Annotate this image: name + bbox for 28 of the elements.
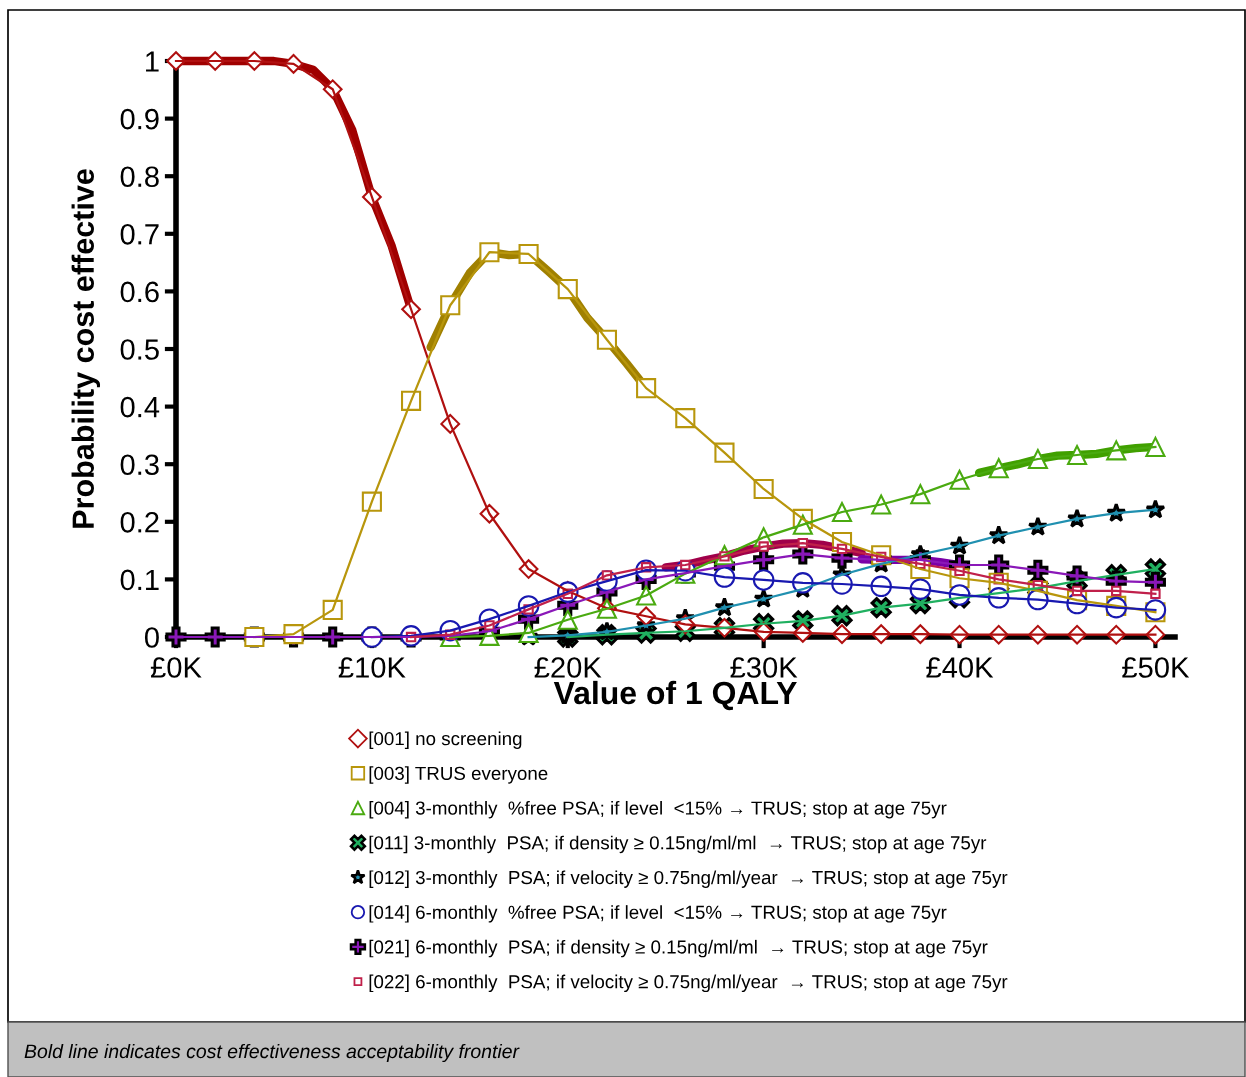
y-tick-label: 0.5 [120,339,159,360]
text: Bold line indicates cost effectiveness acceptability frontier [24,1043,520,1063]
y-tick-label: 0.3 [120,454,159,476]
x-tick-label: £50K [1122,657,1190,678]
y-tick-label: 1 [146,51,159,72]
x-axis-title: Value of 1 QALY [553,680,797,711]
x-tick-label: £20K [534,657,602,678]
y-axis-title: Probability cost effective [71,169,101,528]
x-tick-label: £30K [730,657,798,678]
y-tick-label: 0.9 [120,108,159,130]
y-tick-label: 0.8 [120,166,159,188]
y-tick-label: 0.6 [120,281,159,303]
x-tick-label: £0K [150,657,202,678]
legend-label: [011] 3-monthly PSA; if density ≥ 0.15ng/ml/ml → TRUS; stop at age 75yr [369,835,987,854]
y-tick-label: 0.4 [120,396,160,418]
y-tick-label: 0 [144,627,159,648]
legend-label: [003] TRUS everyone [369,766,548,784]
legend-label: [004] 3-monthly %free PSA; if level <15% → TRUS; stop at age 75yr [369,800,947,819]
y-tick-label: 0.1 [120,569,159,591]
legend-label: [022] 6-monthly PSA; if velocity ≥ 0.75ng/ml/year → TRUS; stop at age 75yr [369,974,1008,993]
y-tick-label: 0.2 [120,512,159,533]
y-tick-label: 0.7 [120,224,159,245]
legend-label: [021] 6-monthly PSA; if density ≥ 0.15ng/ml/ml → TRUS; stop at age 75yr [369,939,988,958]
legend-label: [012] 3-monthly PSA; if velocity ≥ 0.75ng/ml/year → TRUS; stop at age 75yr [369,870,1008,888]
legend-label: [014] 6-monthly %free PSA; if level <15% → TRUS; stop at age 75yr [369,905,947,923]
legend-label: [001] no screening [369,731,522,749]
x-tick-label: £10K [338,657,406,678]
x-tick-label: £40K [926,657,994,678]
